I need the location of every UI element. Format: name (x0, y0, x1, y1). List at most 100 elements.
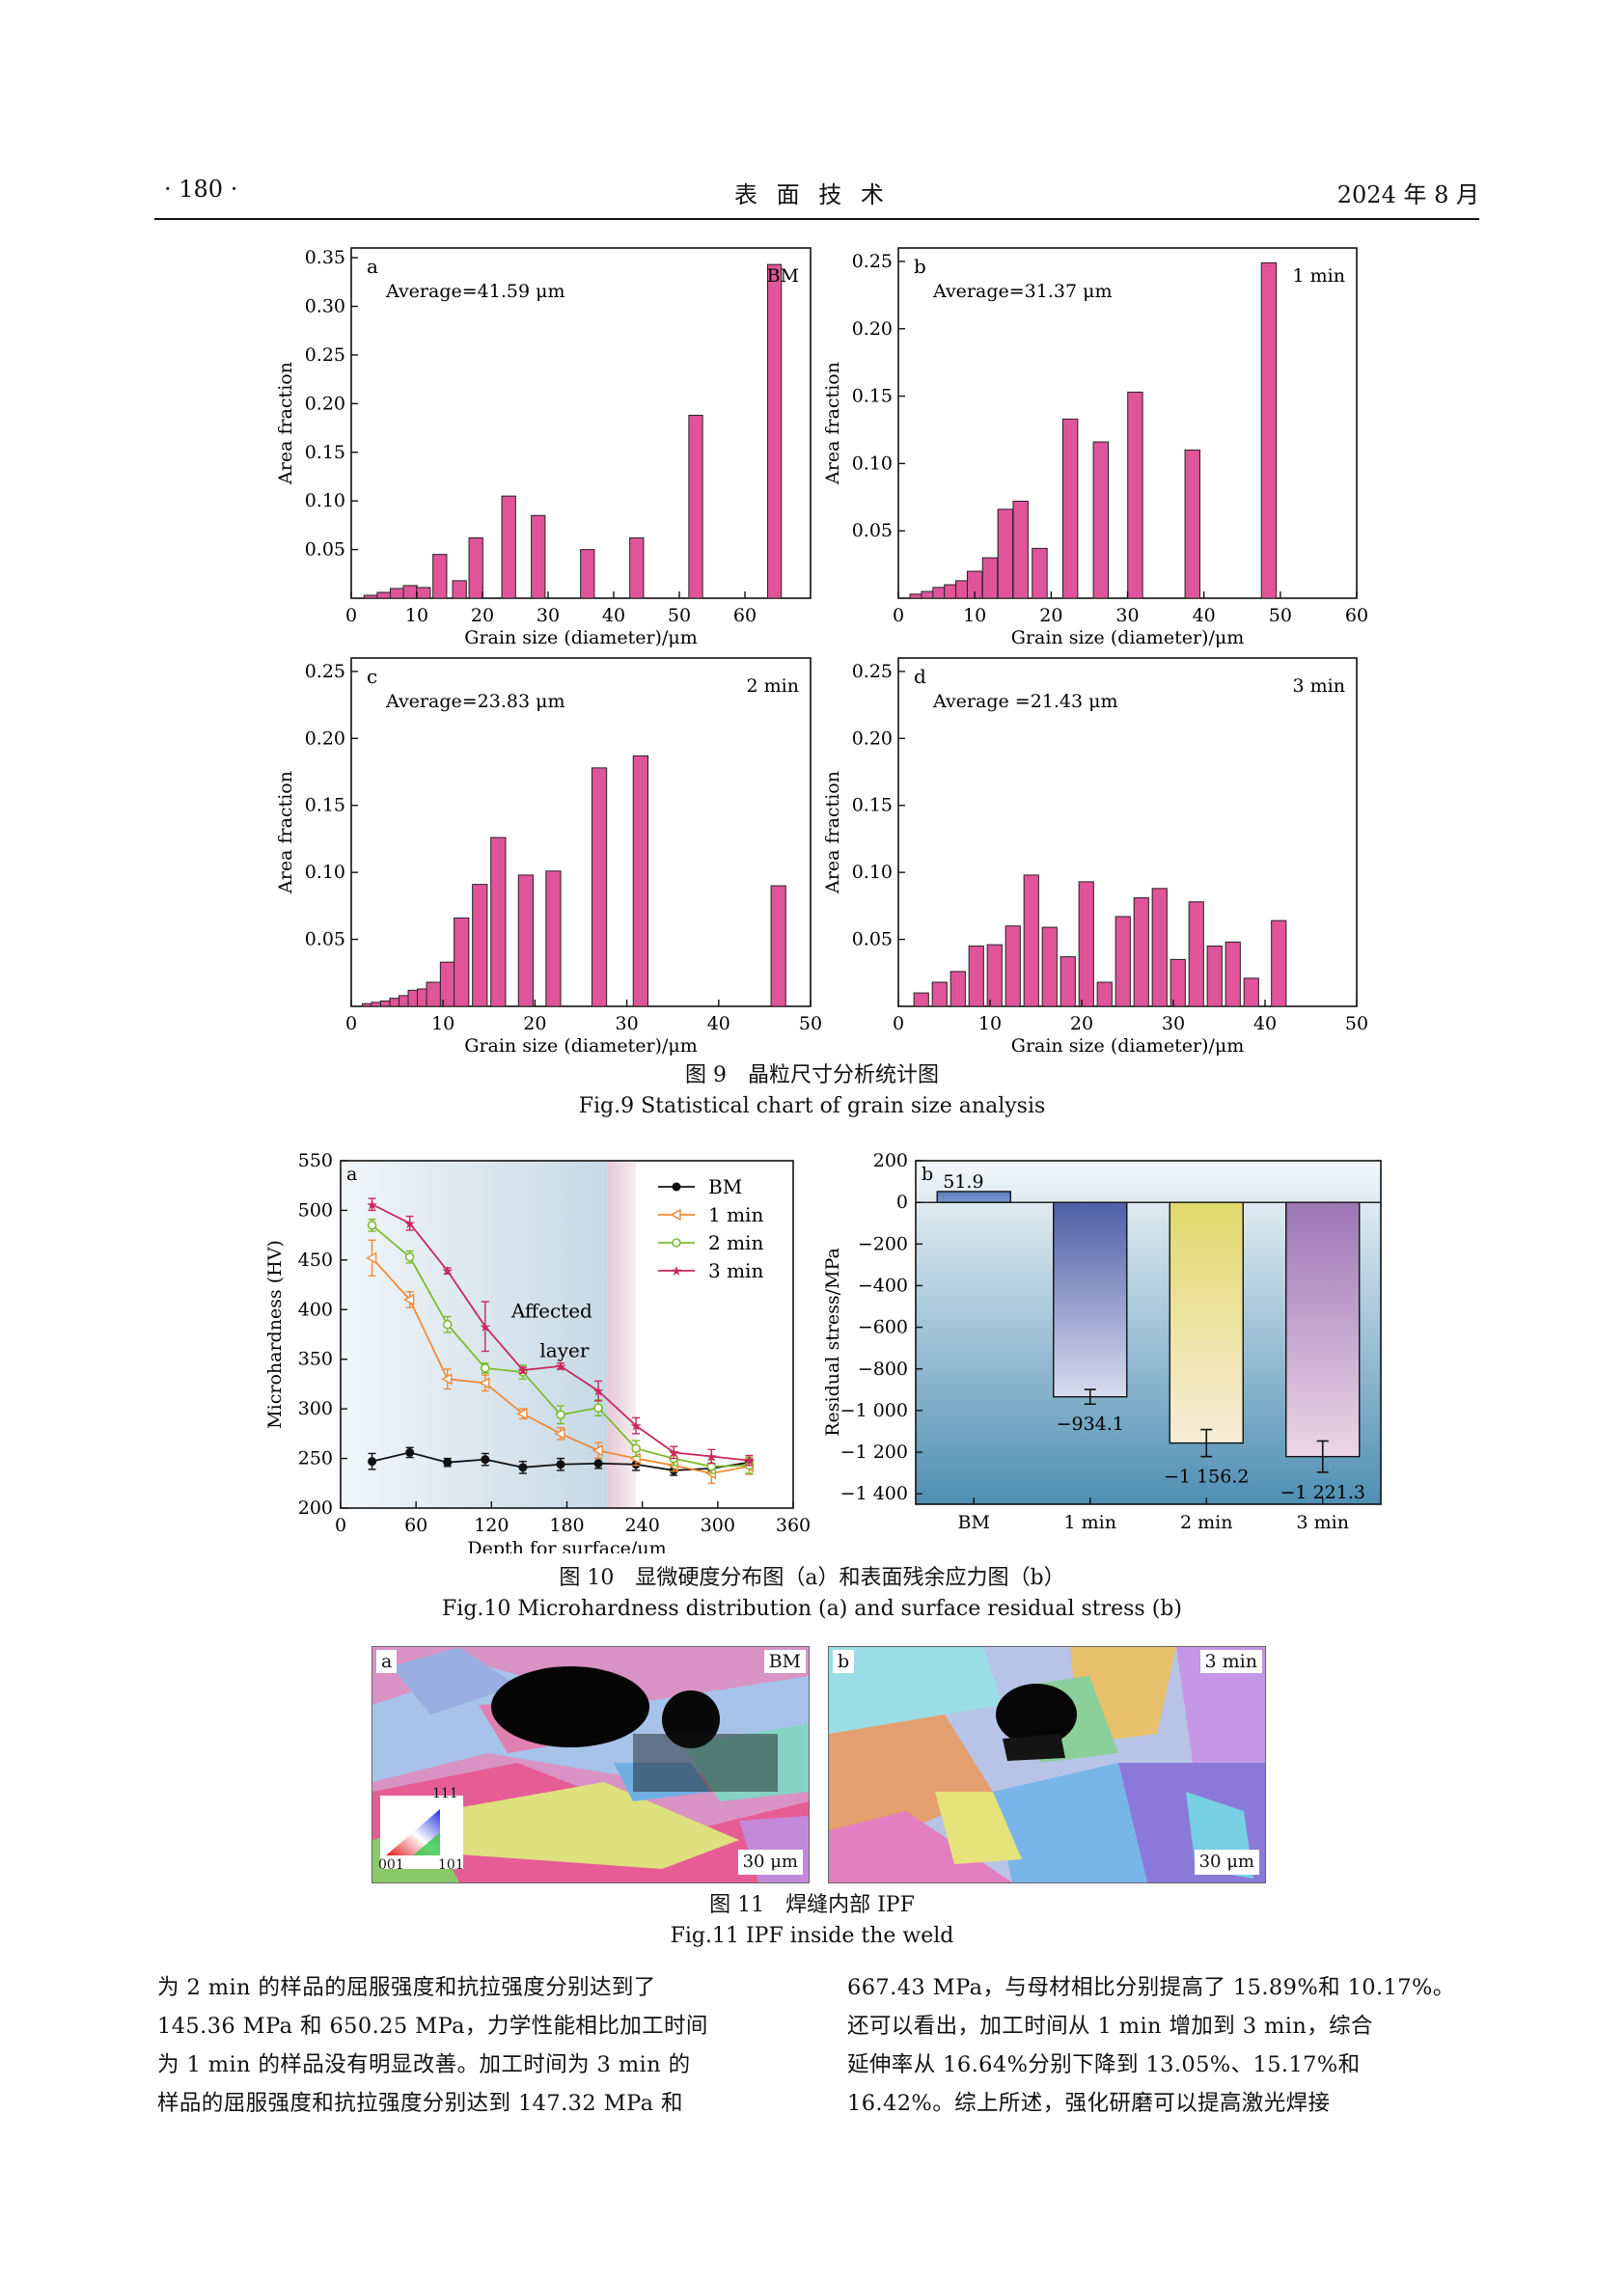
legend-label: 1 min (708, 1203, 763, 1226)
x-axis-label: Grain size (diameter)/μm (464, 1035, 697, 1057)
panel-tag: 2 min (747, 675, 799, 697)
x-tick-label: 0 (893, 605, 904, 626)
histogram-panel-d: 0 10 20 30 40 50 0.05 0.10 0.15 0.20 0.25 Grain siz… (822, 657, 1368, 1057)
y-tick-label: 400 (298, 1299, 333, 1320)
x-tick-label: 3 min (1297, 1512, 1349, 1533)
series-2-min (367, 1218, 755, 1474)
data-point: ★ (668, 1445, 680, 1461)
y-tick-label: 250 (298, 1448, 333, 1469)
data-point (404, 1251, 415, 1262)
x-tick-label: 300 (701, 1515, 735, 1536)
data-point: ★ (441, 1264, 454, 1279)
x-axis-label: Depth for surface/μm (467, 1538, 666, 1553)
y-tick-label: 350 (298, 1349, 333, 1370)
data-point (481, 1363, 490, 1373)
ipf-panel-a-scale-bar: 30 μm (737, 1850, 803, 1875)
x-tick-label: 0 (335, 1515, 346, 1536)
data-point (403, 1293, 415, 1306)
data-point: ★ (480, 1320, 492, 1335)
y-tick-label: 0.20 (852, 728, 893, 749)
data-point (481, 1455, 490, 1465)
x-tick-label: 360 (776, 1515, 811, 1536)
average-annotation: Average=31.37 μm (932, 281, 1112, 302)
y-tick-label: 0.30 (305, 296, 345, 317)
y-tick-label: −200 (858, 1233, 908, 1254)
y-tick-label: −1 000 (840, 1400, 908, 1421)
data-point (631, 1443, 641, 1454)
x-tick-label: 10 (963, 605, 986, 626)
histogram-bar (981, 557, 999, 599)
histogram-bar (931, 981, 948, 1007)
fig11-caption-en: Fig.11 IPF inside the weld (670, 1924, 954, 1948)
issue-date: 2024 年 8 月 (1336, 181, 1479, 208)
fig11-caption-cn: 图 11 焊缝内部 IPF (709, 1893, 915, 1917)
journal-title: 表 面 技 术 (734, 181, 890, 208)
legend-marker (670, 1208, 681, 1222)
histogram-bar (490, 837, 507, 1007)
y-tick-label: 200 (298, 1497, 333, 1519)
ipf-panel-a-tag: BM (763, 1650, 806, 1673)
y-axis-label: Area fraction (275, 362, 296, 485)
histogram-bar (426, 981, 442, 1007)
x-axis-label: Grain size (diameter)/μm (464, 627, 697, 648)
panel-letter: a (367, 255, 378, 278)
histogram-bar (472, 884, 488, 1007)
ipf-key-label-101: 101 (438, 1857, 464, 1873)
histogram-bar (1206, 946, 1223, 1007)
fig9-caption-en: Fig.9 Statistical chart of grain size an… (578, 1094, 1046, 1118)
data-point: ★ (630, 1419, 643, 1435)
histogram-bar (591, 767, 608, 1007)
data-point (593, 1403, 603, 1413)
y-axis-label: Microhardness (HV) (264, 1240, 286, 1429)
histogram-bar (454, 917, 470, 1007)
body-line: 延伸率从 16.64%分别下降到 13.05%、15.17%和 (847, 2052, 1361, 2077)
x-tick-label: 30 (537, 605, 560, 626)
value-label: 51.9 (943, 1171, 983, 1193)
x-tick-label: 40 (1193, 605, 1216, 626)
fig10-caption-cn: 图 10 显微硬度分布图（a）和表面残余应力图（b） (559, 1566, 1065, 1590)
histogram-bar (363, 594, 379, 599)
y-tick-label: 0 (896, 1192, 908, 1213)
data-point (442, 1319, 453, 1330)
histogram-bar (1127, 391, 1143, 599)
y-tick-label: 300 (298, 1398, 333, 1419)
average-annotation: Average=23.83 μm (385, 691, 564, 712)
histogram-bar (1012, 500, 1029, 599)
y-tick-label: 0.05 (852, 520, 893, 541)
y-axis-label: Area fraction (822, 362, 843, 485)
histogram-bar (416, 587, 431, 599)
histogram-bar (389, 588, 405, 599)
y-tick-label: 0.20 (305, 728, 345, 749)
x-tick-label: 240 (625, 1515, 660, 1536)
ipf-panel-b-scale-bar: 30 μm (1194, 1850, 1259, 1875)
histogram-bar (913, 992, 929, 1007)
histogram-bar (545, 870, 562, 1007)
x-tick-label: 30 (616, 1013, 639, 1034)
histogram-bar (1133, 897, 1149, 1007)
y-tick-label: 0.10 (305, 490, 345, 511)
annotation-affected: Affected (510, 1300, 592, 1323)
x-tick-label: 20 (471, 605, 494, 626)
ipf-map-bm-image (372, 1647, 809, 1882)
histogram-panel-c: 0 10 20 30 40 50 0.05 0.10 0.15 0.20 0.25 Grain siz… (275, 657, 822, 1057)
y-tick-label: 0.05 (852, 929, 893, 950)
x-tick-label: 20 (1070, 1013, 1093, 1034)
fig10-caption-en: Fig.10 Microhardness distribution (a) an… (442, 1597, 1182, 1621)
legend-label: BM (708, 1175, 742, 1198)
legend-marker: ★ (671, 1264, 683, 1279)
y-tick-label: −1 200 (840, 1442, 908, 1463)
x-tick-label: 50 (799, 1013, 822, 1034)
histogram-bar (452, 580, 467, 599)
body-line: 还可以看出，加工时间从 1 min 增加到 3 min，综合 (847, 2014, 1373, 2039)
data-point: ★ (705, 1450, 718, 1466)
x-tick-label: 40 (1253, 1013, 1277, 1034)
series-3-min: ★ ★ ★ ★ ★ ★ ★ ★ ★ ★ ★ (366, 1197, 755, 1469)
histogram-bar (1092, 441, 1110, 599)
histogram-bar (1151, 888, 1168, 1007)
panel-letter: b (922, 1164, 933, 1185)
ipf-color-key (380, 1796, 463, 1869)
x-axis-label: Grain size (diameter)/μm (1011, 627, 1244, 648)
histogram-bar (1078, 881, 1094, 1007)
histogram-bar (1032, 547, 1048, 599)
microhardness-chart: 0 60 120 180 240 300 360 200 250 300 350 400 450 500 5… (264, 1150, 811, 1553)
